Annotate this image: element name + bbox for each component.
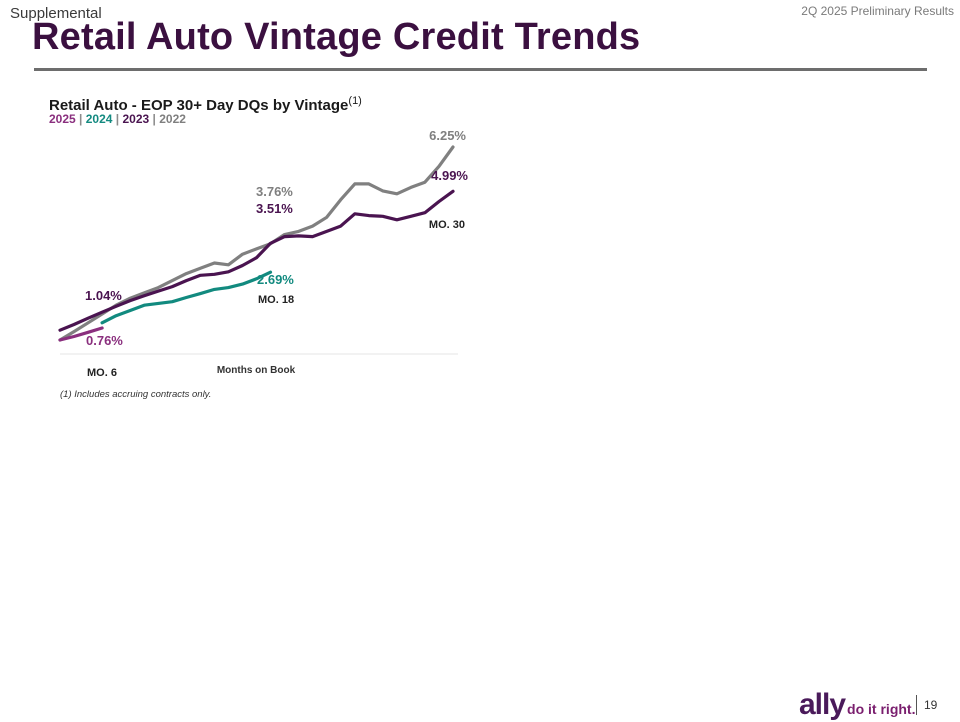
chart-title-superscript: (1) (348, 95, 362, 107)
chart-title-text: Retail Auto - EOP 30+ Day DQs by Vintage (49, 97, 349, 114)
page-title: Retail Auto Vintage Credit Trends (32, 16, 641, 58)
logo-wordmark: ally (799, 688, 846, 721)
label-2024-mo18: 2.69% (257, 272, 294, 287)
series-line-2025 (58, 326, 104, 342)
marker-mo6: MO. 6 (87, 367, 117, 379)
x-axis-label: Months on Book (217, 365, 296, 376)
label-2023-mo6: 1.04% (85, 288, 122, 303)
marker-mo30: MO. 30 (429, 219, 465, 231)
label-2022-mo30: 6.25% (429, 128, 466, 143)
label-2023-mo30: 4.99% (431, 168, 468, 183)
marker-mo18: MO. 18 (258, 294, 294, 306)
label-2023-mo18: 3.51% (256, 201, 293, 216)
legend-2025: 2025 (49, 112, 76, 126)
page-number: 19 (924, 698, 938, 712)
series-layer (58, 145, 455, 342)
series-line-2023 (58, 189, 455, 332)
label-2022-mo18: 3.76% (256, 184, 293, 199)
legend-2022: 2022 (159, 112, 186, 126)
chart-title: Retail Auto - EOP 30+ Day DQs by Vintage… (49, 95, 362, 114)
legend-separator: | (152, 112, 156, 126)
series-line-2024 (100, 270, 273, 325)
legend-2024: 2024 (85, 112, 113, 126)
annotation-layer: 6.25% 4.99% MO. 30 3.76% 3.51% 2.69% MO.… (85, 128, 468, 379)
footnote: (1) Includes accruing contracts only. (60, 389, 212, 400)
series-line-2022 (58, 145, 455, 342)
legend: 2025 | 2024 | 2023 | 2022 (49, 112, 186, 126)
section-label: Supplemental (10, 5, 102, 22)
label-2025-mo6: 0.76% (86, 333, 123, 348)
ally-logo: ally do it right. (799, 688, 915, 722)
legend-separator: | (79, 112, 83, 126)
logo-tagline: do it right. (847, 701, 916, 717)
legend-2023: 2023 (122, 112, 150, 126)
footer-divider (916, 695, 917, 715)
report-label: 2Q 2025 Preliminary Results (801, 4, 954, 18)
legend-separator: | (115, 112, 120, 126)
title-divider (34, 68, 927, 71)
